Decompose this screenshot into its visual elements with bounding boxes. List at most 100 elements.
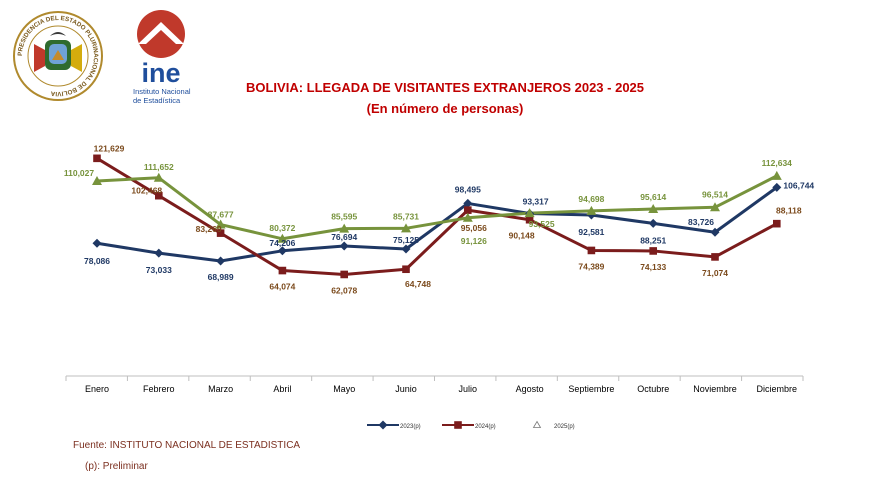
- x-tick-label: Septiembre: [568, 384, 614, 394]
- data-label: 87,677: [208, 210, 234, 220]
- data-point: [524, 208, 535, 218]
- legend-label: 2025(p): [554, 424, 575, 430]
- data-label: 91,126: [461, 236, 487, 246]
- series-line-2023: [96, 186, 778, 263]
- data-point: [92, 175, 102, 185]
- data-label: 83,726: [688, 217, 714, 227]
- data-point: [215, 219, 226, 229]
- data-label: 74,389: [578, 261, 604, 271]
- data-point: [710, 202, 720, 212]
- data-label: 71,074: [702, 268, 728, 278]
- data-point: [155, 191, 163, 200]
- data-point: [92, 238, 102, 248]
- data-point: [378, 420, 388, 430]
- ine-subtitle-2: de Estadística: [133, 96, 181, 105]
- data-label: 73,033: [146, 265, 172, 275]
- data-label: 74,133: [640, 262, 666, 272]
- data-label: 76,694: [331, 232, 357, 242]
- data-point: [278, 266, 287, 275]
- data-point: [463, 198, 473, 208]
- data-label: 95,614: [640, 192, 666, 202]
- x-tick-label: Abril: [273, 384, 291, 394]
- data-label: 75,125: [393, 235, 419, 245]
- data-label: 88,251: [640, 235, 666, 245]
- data-label: 94,698: [578, 194, 604, 204]
- data-label: 95,056: [461, 223, 487, 233]
- series-line-2025: [96, 174, 778, 241]
- data-label: 96,514: [702, 189, 728, 199]
- x-tick-label: Junio: [395, 384, 417, 394]
- data-label: 88,118: [776, 206, 802, 216]
- data-point: [710, 227, 720, 237]
- series-line-2024: [96, 157, 778, 276]
- data-point: [153, 172, 164, 182]
- data-point: [648, 218, 658, 228]
- data-point: [339, 223, 350, 233]
- data-label: 85,595: [331, 212, 357, 222]
- data-label: 102,468: [131, 186, 162, 196]
- data-label: 64,748: [405, 279, 431, 289]
- data-point: [401, 244, 411, 254]
- data-point: [401, 223, 411, 233]
- preliminary-note: (p): Preliminar: [85, 461, 148, 472]
- data-label: 64,074: [269, 282, 295, 292]
- data-label: 68,989: [208, 272, 234, 282]
- source-note: Fuente: INSTITUTO NACIONAL DE ESTADISTIC…: [73, 440, 301, 451]
- data-point: [464, 206, 472, 214]
- data-point: [649, 247, 657, 255]
- data-point: [277, 246, 287, 256]
- x-tick-label: Diciembre: [757, 384, 798, 394]
- data-point: [454, 421, 462, 429]
- x-tick-label: Marzo: [208, 384, 233, 394]
- x-tick-label: Mayo: [333, 384, 355, 394]
- data-point: [587, 246, 596, 255]
- data-label: 106,744: [783, 180, 814, 190]
- data-point: [462, 212, 473, 222]
- data-label: 78,086: [84, 256, 110, 266]
- data-label: 93,317: [523, 197, 549, 207]
- data-label: 62,078: [331, 285, 357, 295]
- data-label: 92,581: [578, 227, 604, 237]
- data-point: [772, 182, 782, 192]
- data-point: [648, 204, 659, 214]
- data-point: [216, 229, 225, 237]
- chart-title: BOLIVIA: LLEGADA DE VISITANTES EXTRANJER…: [245, 80, 645, 95]
- data-point: [586, 205, 597, 215]
- data-point: [711, 253, 719, 261]
- data-label: 110,027: [64, 168, 95, 178]
- legend-label: 2023(p): [400, 424, 421, 430]
- data-point: [216, 256, 226, 266]
- ine-wordmark: ine: [141, 58, 180, 88]
- data-label: 112,634: [762, 158, 793, 168]
- x-tick-label: Julio: [459, 384, 478, 394]
- data-point: [93, 154, 101, 163]
- data-label: 93,525: [529, 219, 555, 229]
- x-tick-label: Octubre: [637, 384, 669, 394]
- data-point: [339, 241, 349, 251]
- presidencia-seal-logo: PRESIDENCIA DEL ESTADO PLURINACIONAL DE …: [13, 11, 103, 101]
- data-label: 121,629: [94, 143, 125, 153]
- data-point: [154, 248, 164, 258]
- data-label: 90,148: [509, 231, 535, 241]
- data-label: 80,372: [269, 223, 295, 233]
- data-label: 111,652: [144, 162, 174, 172]
- data-label: 85,731: [393, 211, 419, 221]
- data-point: [525, 215, 534, 224]
- ine-logo: ine Instituto Nacional de Estadística: [133, 10, 191, 105]
- data-label: 74,206: [269, 238, 295, 248]
- data-point: [771, 170, 782, 180]
- x-tick-label: Noviembre: [693, 384, 737, 394]
- data-point: [340, 270, 348, 279]
- legend-marker: [532, 420, 542, 428]
- chart-subtitle: (En número de personas): [366, 101, 524, 116]
- data-point: [773, 219, 781, 228]
- data-label: 83,269: [196, 224, 222, 234]
- ine-subtitle-1: Instituto Nacional: [133, 87, 191, 96]
- data-point: [277, 233, 288, 243]
- x-tick-label: Enero: [85, 384, 109, 394]
- data-point: [402, 265, 410, 274]
- legend-label: 2024(p): [475, 424, 496, 430]
- x-tick-label: Febrero: [143, 384, 175, 394]
- x-tick-label: Agosto: [516, 384, 544, 394]
